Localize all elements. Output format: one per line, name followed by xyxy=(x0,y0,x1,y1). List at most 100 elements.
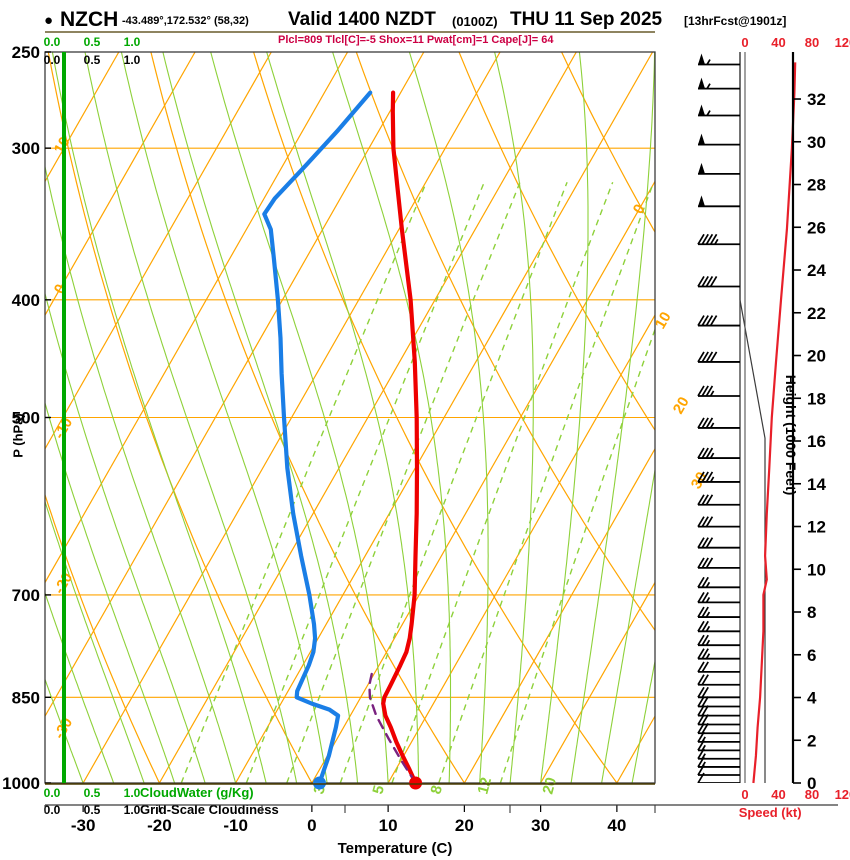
height-tick-label-28: 28 xyxy=(807,176,826,195)
moist-adiabat-line xyxy=(332,52,452,783)
mixing-ratio-label-12: 12 xyxy=(474,776,495,797)
station-id: NZCH xyxy=(60,8,119,31)
speed-tick-label-top-120: 120 xyxy=(835,35,850,50)
mixing-ratio-label-8: 8 xyxy=(427,784,446,796)
wind-barb xyxy=(698,53,740,66)
height-tick-label-2: 2 xyxy=(807,731,816,750)
dry-adiabat-line xyxy=(767,52,850,783)
moist-adiabat-line xyxy=(45,677,84,783)
temperature-tick-label-40: 40 xyxy=(607,816,626,835)
speed-tick-label-top-80: 80 xyxy=(805,35,819,50)
moist-adiabat-line xyxy=(45,500,145,783)
mixing-ratio-label-5: 5 xyxy=(369,784,388,796)
station-marker-icon: ● xyxy=(44,12,54,29)
speed-tick-label-top-0: 0 xyxy=(741,35,748,50)
temperature-axis-label: Temperature (C) xyxy=(338,840,453,857)
wind-barb xyxy=(697,471,740,483)
pressure-tick-label-1000: 1000 xyxy=(2,774,40,793)
wind-barb xyxy=(697,516,740,528)
isotherm-label-right-10: 10 xyxy=(652,309,675,332)
bottom-cloudiness-tick: 1.0 xyxy=(124,803,141,817)
pressure-tick-label-500: 500 xyxy=(12,409,40,428)
speed-tick-label-bottom-0: 0 xyxy=(741,787,748,802)
wind-barb xyxy=(698,77,740,90)
dry-adiabat-line xyxy=(664,52,850,783)
height-tick-label-30: 30 xyxy=(807,133,826,152)
temperature-axis: -30 -20 -10 0 10 20 30 40 Temperature (C) xyxy=(71,805,626,857)
isotherm-line--50 xyxy=(45,52,349,584)
isotherm-line--40 xyxy=(45,52,425,718)
wind-barbs xyxy=(697,53,740,783)
speed-tick-label-bottom-80: 80 xyxy=(805,787,819,802)
pressure-axis: 250 300 400 500 700 850 1000 P (hPa) xyxy=(2,43,51,793)
isotherm-line--80 xyxy=(45,52,120,183)
temperature-tick-label-30: 30 xyxy=(531,816,550,835)
speed-axis-labels: 0 0 40 40 80 80 120 120 Speed (kt) xyxy=(739,35,850,820)
wind-barb xyxy=(697,576,740,589)
moist-adiabat-line xyxy=(45,591,115,783)
wind-barb xyxy=(697,233,740,246)
wind-barb xyxy=(697,661,740,673)
temperature-tick-label-20: 20 xyxy=(455,816,474,835)
dry-adiabat-line xyxy=(47,52,313,783)
wind-barb xyxy=(697,537,740,549)
moist-adiabat-line xyxy=(45,164,237,783)
isotherm-line-30 xyxy=(540,581,655,783)
wind-barb xyxy=(697,557,740,569)
dry-adiabat-line xyxy=(0,52,7,783)
top-cloudwater-tick: 1.0 xyxy=(124,35,141,49)
mixing-ratio-line-1 xyxy=(180,181,428,783)
sounding-traces xyxy=(262,90,420,783)
temperature-tick-label-0: 0 xyxy=(307,816,316,835)
valid-time-utc: (0100Z) xyxy=(452,14,498,29)
speed-tick-label-bottom-120: 120 xyxy=(835,787,850,802)
moist-adiabat-line xyxy=(45,291,206,783)
bottom-scale-labels: 0.0 0.5 1.0 CloudWater (g/Kg)0.0 0.5 1.0 Grid-… xyxy=(44,785,279,817)
isotherm-line-0 xyxy=(311,180,655,783)
moist-adiabat-grid xyxy=(45,52,655,783)
height-tick-label-6: 6 xyxy=(807,646,816,665)
bottom-cloudiness-tick: 0.5 xyxy=(84,803,101,817)
moist-adiabat-line xyxy=(84,52,298,783)
temperature-tick-label-10: 10 xyxy=(379,816,398,835)
speed-tick-label-top-40: 40 xyxy=(771,35,785,50)
dry-adiabat-line xyxy=(45,492,160,783)
moist-adiabat-line xyxy=(631,658,655,783)
height-tick-label-4: 4 xyxy=(807,689,817,708)
temperature-tick-label--20: -20 xyxy=(147,816,172,835)
stability-indices: Plcl=809 Tlcl[C]=-5 Shox=11 Pwat[cm]=1 C… xyxy=(278,34,554,46)
dry-adiabat-line xyxy=(458,52,655,432)
top-cloudiness-tick: 0.0 xyxy=(44,53,61,67)
wind-barb xyxy=(697,351,740,363)
dry-adiabat-line xyxy=(355,52,655,632)
isotherm-line-10 xyxy=(387,313,655,783)
surface-markers xyxy=(313,776,423,790)
bottom-cloudwater-tick: 0.5 xyxy=(84,786,101,800)
moist-adiabat-line xyxy=(408,52,489,783)
bottom-cloudiness-tick: 0.0 xyxy=(44,803,61,817)
wind-barb xyxy=(698,195,740,208)
pressure-tick-label-850: 850 xyxy=(12,688,40,707)
wind-barb xyxy=(697,634,740,647)
trace-dewpoint xyxy=(262,90,373,783)
wind-barb xyxy=(697,591,740,604)
wind-barb xyxy=(698,104,740,117)
outer-frame xyxy=(44,31,838,813)
forecast-tag: [13hrFcst@1901z] xyxy=(684,14,787,28)
top-scale-labels: 0.0 0.5 1.0 0.0 0.5 1.0 xyxy=(44,35,141,67)
mixing-ratio-label-20: 20 xyxy=(539,776,560,797)
surface-temperature-dot xyxy=(409,776,423,790)
pressure-tick-label-400: 400 xyxy=(12,291,40,310)
moist-adiabat-line xyxy=(120,52,328,783)
mixing-ratio-line-8 xyxy=(391,181,614,783)
isotherm-label-right-20: 20 xyxy=(670,394,693,417)
moist-adiabat-line xyxy=(266,52,420,783)
mixing-ratio-grid xyxy=(180,181,655,783)
pressure-axis-label: P (hPa) xyxy=(10,413,25,458)
top-cloudwater-tick: 0.5 xyxy=(84,35,101,49)
speed-axis-label: Speed (kt) xyxy=(739,805,802,820)
speed-tick-label-bottom-40: 40 xyxy=(771,787,785,802)
wind-barb xyxy=(697,315,740,327)
valid-time: Valid 1400 NZDT xyxy=(288,9,436,30)
